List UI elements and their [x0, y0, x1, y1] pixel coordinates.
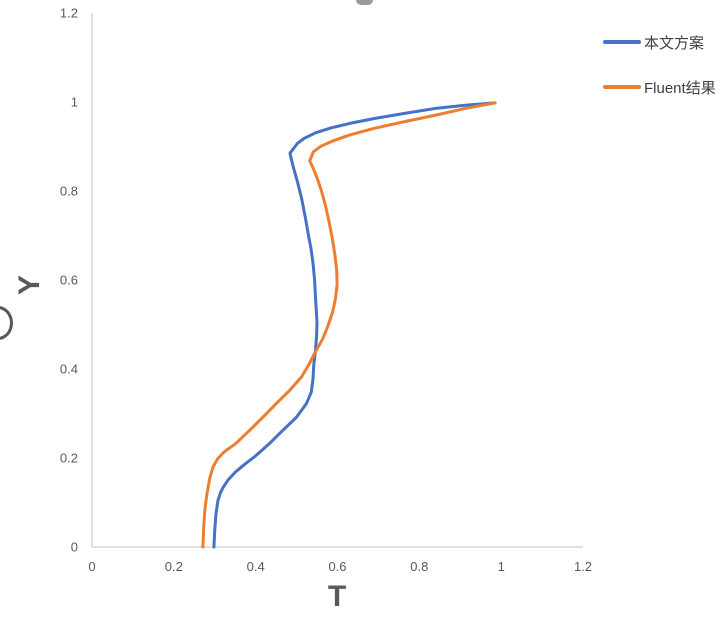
series-line-0[interactable]	[212, 101, 497, 549]
legend-label: Fluent结果	[644, 79, 716, 97]
legend-item-fluent[interactable]: Fluent结果	[603, 78, 716, 97]
legend-line-swatch-orange	[603, 85, 641, 89]
series-line-1[interactable]	[201, 101, 497, 549]
legend-line-swatch-blue	[603, 40, 641, 44]
y-axis-title: Y	[13, 274, 46, 296]
legend-label: 本文方案	[644, 34, 705, 52]
legend-item-benwen[interactable]: 本文方案	[603, 33, 705, 52]
x-axis-title: T	[327, 580, 347, 613]
cropped-title-fragment	[356, 0, 373, 5]
